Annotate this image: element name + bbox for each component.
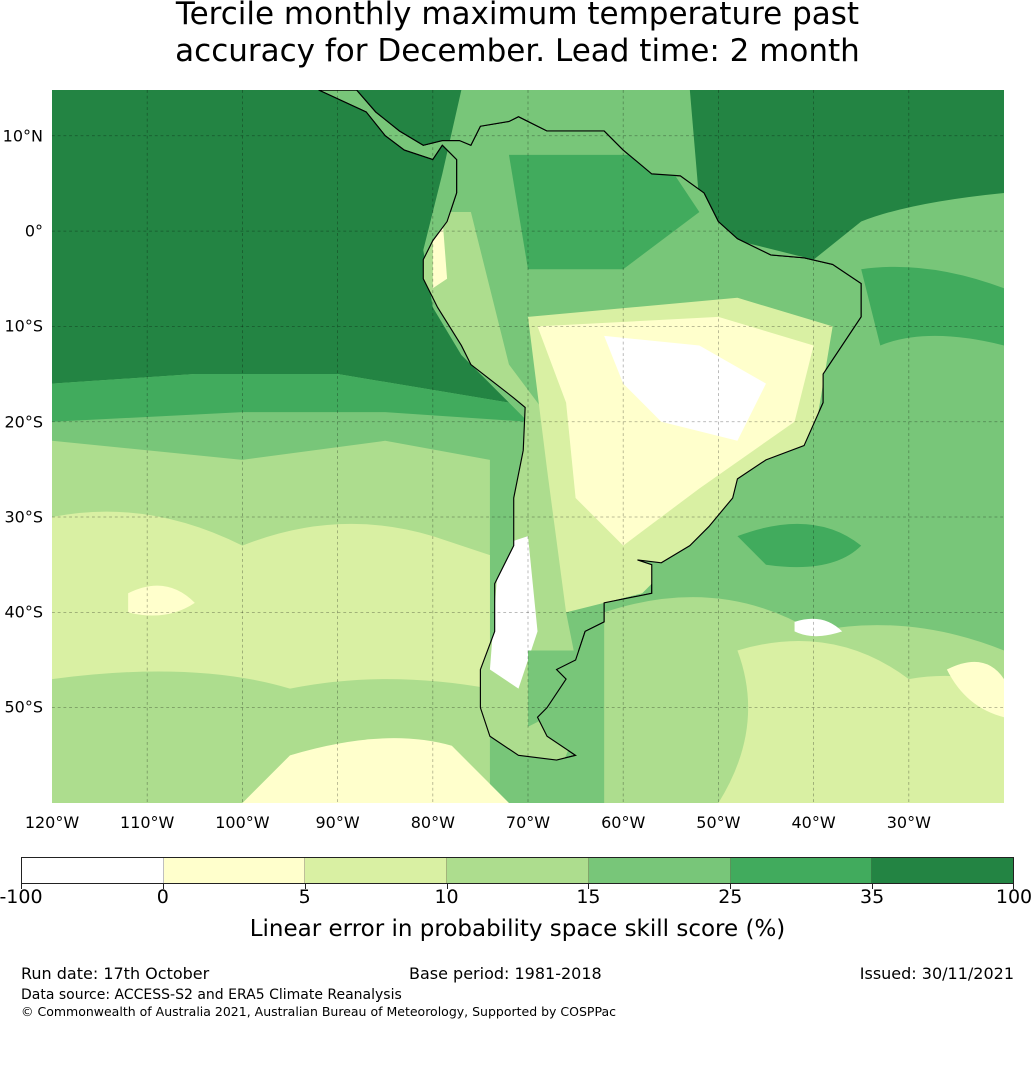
colorbar-segment [447,858,589,883]
atlantic-mid-2 [737,523,862,568]
lon-label: 100°W [215,813,270,832]
colorbar-segment [163,858,306,883]
colorbar-tick-label: 0 [156,886,169,908]
colorbar-segment [588,858,731,883]
lon-label: 50°W [696,813,741,832]
colorbar-segment [22,858,164,883]
base-period: Base period: 1981-2018 [409,964,602,983]
colorbar-tick-label: 5 [298,886,311,908]
pacific-dark [52,90,509,403]
colorbar-tick-label: -100 [0,886,43,908]
run-date: Run date: 17th October [21,964,210,983]
lat-label: 10°S [4,316,43,336]
title-line-2: accuracy for December. Lead time: 2 mont… [175,33,860,69]
atlantic-mid [861,266,1004,346]
colorbar-segment [730,858,873,883]
atlantic-white-2 [946,661,1004,718]
lat-label: 10°N [2,126,43,146]
atlantic-dark [689,90,1004,260]
data-source: Data source: ACCESS-S2 and ERA5 Climate … [21,987,402,1003]
colorbar-tick [304,884,306,889]
lon-label: 120°W [24,813,80,832]
copyright: © Commonwealth of Australia 2021, Austra… [21,1004,616,1019]
lat-label: 0° [24,221,43,241]
colorbar-label: Linear error in probability space skill … [249,916,786,942]
chile-white [489,536,538,689]
lat-label: 40°S [4,602,43,622]
chart-title: Tercile monthly maximum temperature past… [0,0,1035,70]
lon-label: 110°W [120,813,175,832]
colorbar-tick-label: 100 [995,886,1033,908]
lat-label: 30°S [4,507,43,527]
central-white [604,335,766,441]
skill-score-map [52,90,1004,803]
pacific-mid [52,374,528,422]
issued-date: Issued: 30/11/2021 [859,964,1014,983]
lon-label: 60°W [601,813,646,832]
colorbar-tick-label: 25 [718,886,743,908]
colorbar-tick [730,884,732,889]
colorbar-tick-label: 15 [576,886,601,908]
colorbar-tick [1013,884,1014,889]
amazon-green [508,154,700,270]
lon-label: 80°W [410,813,455,832]
lat-label: 20°S [4,412,43,432]
colorbar-segment [872,858,1014,883]
colorbar-tick [446,884,448,889]
pacific-patch [128,585,195,616]
colorbar-tick-label: 10 [434,886,459,908]
colorbar-tick [588,884,590,889]
graticule [52,90,1004,803]
lon-label: 70°W [505,813,551,832]
colorbar [21,857,1014,884]
lon-label: 90°W [315,813,360,832]
south-pacific-lighter [52,511,490,689]
atlantic-white [794,618,843,637]
lat-label: 50°S [4,697,43,717]
coastline [318,90,862,761]
colorbar-tick-label: 35 [860,886,885,908]
lon-label: 30°W [886,813,931,832]
south-pacific-lightest [242,738,509,803]
atlantic-lighter [718,640,1004,803]
colorbar-tick [21,884,22,889]
colorbar-tick [162,884,164,889]
title-line-1: Tercile monthly maximum temperature past [175,0,860,32]
colorbar-tick [872,884,874,889]
colorbar-segment [305,858,448,883]
lon-label: 40°W [791,813,836,832]
